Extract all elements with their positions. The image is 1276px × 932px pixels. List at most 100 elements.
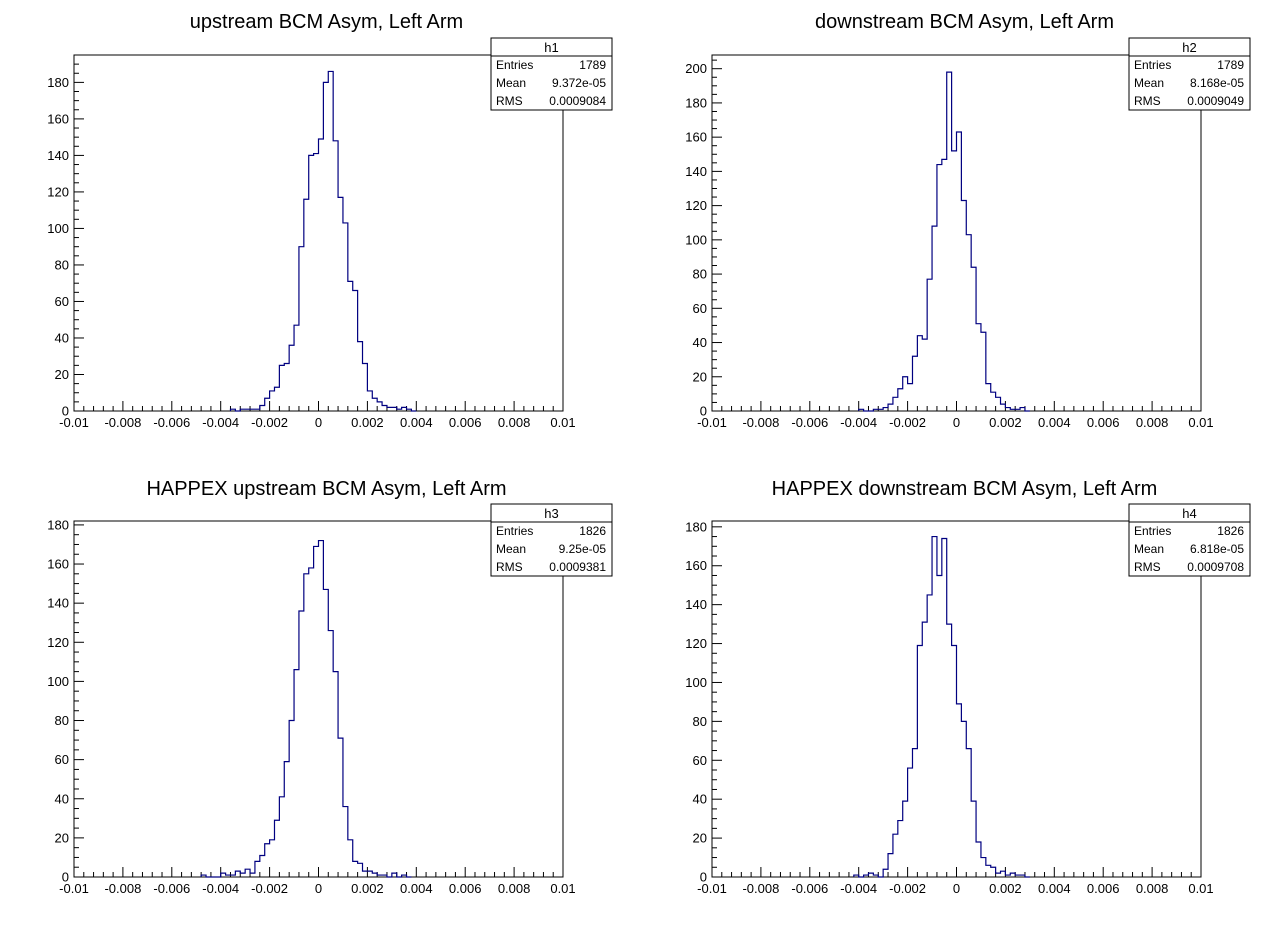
chart-title: HAPPEX downstream BCM Asym, Left Arm <box>772 478 1158 500</box>
stats-label: RMS <box>496 560 523 574</box>
y-tick-label: 80 <box>693 267 707 282</box>
y-tick-label: 60 <box>55 752 69 767</box>
x-tick-label: -0.004 <box>840 881 877 896</box>
y-tick-label: 100 <box>685 232 707 247</box>
stats-box-h1: h1 Entries 1789 Mean 9.372e-05 RMS 0.0009084 <box>490 37 613 111</box>
y-tick-label: 80 <box>55 713 69 728</box>
x-tick-label: 0.004 <box>400 881 433 896</box>
x-tick-label: 0 <box>953 881 960 896</box>
x-tick-label: -0.006 <box>791 415 828 430</box>
x-tick-label: -0.008 <box>742 415 779 430</box>
x-tick-label: -0.01 <box>59 415 89 430</box>
x-tick-label: -0.002 <box>889 415 926 430</box>
plot-frame <box>711 54 1202 412</box>
x-tick-label: 0.004 <box>400 415 433 430</box>
x-tick-label: -0.004 <box>202 415 239 430</box>
y-tick-label: 40 <box>55 791 69 806</box>
stats-value: 0.0009708 <box>1187 560 1244 574</box>
stats-value: 0.0009049 <box>1187 94 1244 108</box>
y-tick-label: 120 <box>685 198 707 213</box>
y-tick-label: 20 <box>693 831 707 846</box>
x-tick-label: 0.006 <box>1087 881 1120 896</box>
stats-label: RMS <box>1134 94 1161 108</box>
x-tick-label: 0.002 <box>989 415 1022 430</box>
stats-box-h4: h4 Entries 1826 Mean 6.818e-05 RMS 0.0009708 <box>1128 503 1251 577</box>
x-tick-label: -0.006 <box>153 881 190 896</box>
y-tick-label: 200 <box>685 61 707 76</box>
y-tick-label: 60 <box>693 753 707 768</box>
x-tick-label: -0.002 <box>889 881 926 896</box>
stats-value: 9.372e-05 <box>552 76 606 90</box>
stats-box-frame <box>1128 503 1251 577</box>
stats-box-frame <box>1128 37 1251 111</box>
histogram-series-h2 <box>858 71 1030 412</box>
stats-box-name: h3 <box>544 506 558 521</box>
stats-label: Entries <box>1134 524 1171 538</box>
y-tick-label: 160 <box>47 111 69 126</box>
chart-title: upstream BCM Asym, Left Arm <box>190 11 463 33</box>
y-tick-label: 40 <box>693 792 707 807</box>
x-tick-label: -0.008 <box>104 881 141 896</box>
y-tick-label: 20 <box>693 369 707 384</box>
y-tick-label: 0 <box>700 404 707 419</box>
stats-label: Entries <box>496 524 533 538</box>
stats-box-h2: h2 Entries 1789 Mean 8.168e-05 RMS 0.0009049 <box>1128 37 1251 111</box>
y-tick-label: 180 <box>685 95 707 110</box>
y-tick-label: 160 <box>685 558 707 573</box>
x-tick-label: -0.004 <box>202 881 239 896</box>
y-tick-label: 140 <box>685 164 707 179</box>
x-tick-label: -0.006 <box>153 415 190 430</box>
y-tick-label: 120 <box>685 636 707 651</box>
x-tick-label: 0.004 <box>1038 415 1071 430</box>
histogram-panel-h4: HAPPEX downstream BCM Asym, Left Arm -0.0… <box>685 478 1251 896</box>
x-tick-label: -0.002 <box>251 881 288 896</box>
x-tick-label: -0.008 <box>104 415 141 430</box>
x-tick-label: 0.006 <box>449 881 482 896</box>
stats-box-h3: h3 Entries 1826 Mean 9.25e-05 RMS 0.0009381 <box>490 503 613 577</box>
y-tick-label: 40 <box>55 330 69 345</box>
x-tick-label: 0 <box>315 415 322 430</box>
histogram-series-h4 <box>853 535 1030 878</box>
stats-value: 1826 <box>579 524 606 538</box>
y-tick-label: 180 <box>685 519 707 534</box>
x-tick-label: 0.008 <box>498 881 531 896</box>
chart-title: HAPPEX upstream BCM Asym, Left Arm <box>146 478 506 500</box>
stats-label: Mean <box>1134 76 1164 90</box>
y-tick-label: 80 <box>55 257 69 272</box>
histogram-series-h3 <box>200 539 412 878</box>
y-tick-label: 120 <box>47 635 69 650</box>
histogram-panel-h3: HAPPEX upstream BCM Asym, Left Arm-0.01-… <box>47 478 613 896</box>
y-tick-label: 20 <box>55 830 69 845</box>
y-tick-label: 20 <box>55 367 69 382</box>
y-tick-label: 160 <box>685 130 707 145</box>
x-tick-label: -0.008 <box>742 881 779 896</box>
stats-label: Mean <box>496 76 526 90</box>
y-tick-label: 120 <box>47 184 69 199</box>
y-tick-label: 140 <box>47 148 69 163</box>
x-tick-label: 0 <box>315 881 322 896</box>
stats-label: RMS <box>1134 560 1161 574</box>
stats-box-frame <box>490 503 613 577</box>
x-tick-label: 0.01 <box>550 881 575 896</box>
x-tick-label: -0.002 <box>251 415 288 430</box>
x-tick-label: -0.01 <box>697 881 727 896</box>
x-tick-label: 0.008 <box>498 415 531 430</box>
x-tick-label: 0.006 <box>1087 415 1120 430</box>
x-tick-label: 0.008 <box>1136 415 1169 430</box>
stats-value: 1789 <box>1217 58 1244 72</box>
stats-value: 6.818e-05 <box>1190 542 1244 556</box>
stats-box-frame <box>490 37 613 111</box>
x-tick-label: 0.002 <box>989 881 1022 896</box>
x-tick-label: -0.004 <box>840 415 877 430</box>
y-tick-label: 160 <box>47 557 69 572</box>
stats-label: Mean <box>1134 542 1164 556</box>
stats-value: 8.168e-05 <box>1190 76 1244 90</box>
y-tick-label: 80 <box>693 714 707 729</box>
plot-frame <box>73 520 564 878</box>
histogram-panel-h1: upstream BCM Asym, Left Arm -0.01 -0.008 -0… <box>47 11 613 430</box>
y-tick-label: 100 <box>685 675 707 690</box>
histogram-panel-h2: downstream BCM Asym, Left Arm -0.01 -0.008… <box>685 11 1251 430</box>
stats-box-name: h1 <box>544 40 558 55</box>
x-tick-label: -0.006 <box>791 881 828 896</box>
